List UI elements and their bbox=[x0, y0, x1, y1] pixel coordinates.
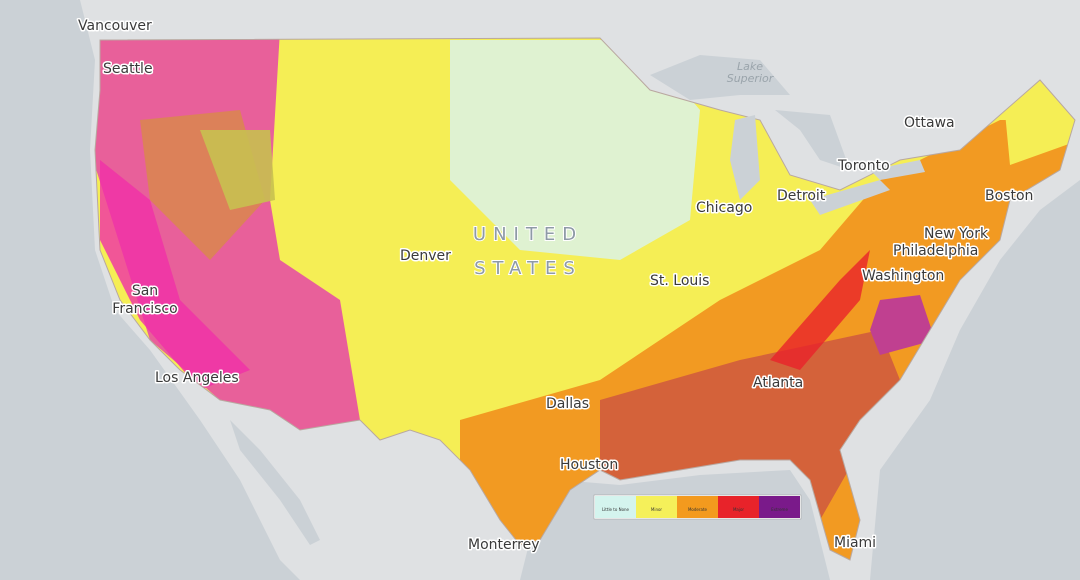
city-label: Dallas bbox=[546, 396, 589, 412]
city-label: Seattle bbox=[103, 61, 153, 77]
city-label: Miami bbox=[834, 535, 876, 551]
legend-label: Moderate bbox=[688, 507, 708, 512]
city-label: Washington bbox=[862, 268, 944, 284]
legend-swatch bbox=[677, 496, 718, 518]
ocean bbox=[0, 0, 300, 580]
region-coast bbox=[100, 160, 250, 390]
region-major bbox=[770, 250, 870, 370]
legend-label: Extreme bbox=[771, 507, 788, 512]
lake-erie bbox=[810, 180, 890, 215]
lake-michigan bbox=[730, 115, 760, 200]
lake-ontario bbox=[870, 160, 925, 180]
lake-huron bbox=[775, 110, 850, 170]
city-label: Detroit bbox=[777, 188, 826, 204]
city-label: Philadelphia bbox=[893, 243, 978, 259]
ocean bbox=[870, 180, 1080, 580]
legend-swatch bbox=[759, 496, 800, 518]
city-label: Denver bbox=[400, 248, 451, 264]
legend-label: Little to None bbox=[602, 507, 630, 512]
region-none bbox=[450, 40, 700, 260]
country-label: UNITED STATES bbox=[473, 224, 583, 279]
lake-superior bbox=[650, 55, 790, 100]
city-label: Toronto bbox=[837, 158, 890, 174]
city-label: Monterrey bbox=[468, 537, 539, 553]
city-label: San Francisco bbox=[112, 283, 177, 317]
gulf-of-california bbox=[230, 420, 320, 545]
labels: Vancouver Seattle Lake Superior Ottawa Toront… bbox=[77, 17, 1035, 555]
legend: Little to None Minor Moderate Major Extreme bbox=[593, 494, 802, 520]
city-label: Chicago bbox=[696, 200, 752, 216]
region-west-minor bbox=[200, 130, 275, 210]
city-label: Atlanta bbox=[753, 375, 803, 391]
lake-label: Lake Superior bbox=[727, 60, 775, 85]
legend-label: Minor bbox=[651, 507, 663, 512]
city-label: Boston bbox=[985, 188, 1033, 204]
city-label: Ottawa bbox=[904, 115, 955, 131]
legend-swatch bbox=[718, 496, 759, 518]
city-label: St. Louis bbox=[650, 273, 709, 289]
legend-swatch bbox=[636, 496, 677, 518]
city-label: Vancouver bbox=[78, 18, 152, 34]
legend-label: Major bbox=[733, 507, 744, 512]
city-label: Houston bbox=[560, 457, 618, 473]
city-label: New York bbox=[924, 226, 989, 242]
legend-swatch bbox=[595, 496, 636, 518]
city-label: Los Angeles bbox=[155, 370, 239, 386]
region-virginia bbox=[870, 295, 935, 355]
